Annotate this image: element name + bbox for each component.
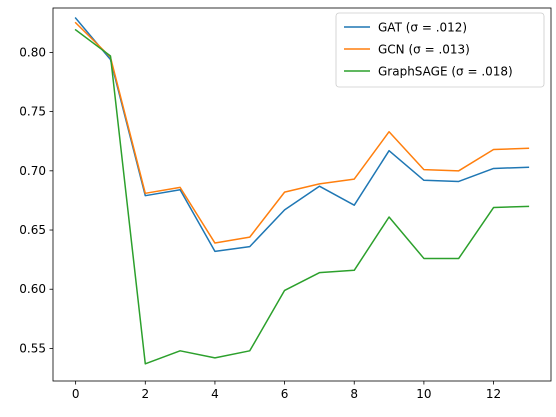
y-tick-label: 0.55 [19, 341, 46, 355]
x-tick-label: 6 [281, 387, 289, 401]
legend: GAT (σ = .012) GCN (σ = .013) GraphSAGE (σ… [335, 12, 545, 88]
y-tick-label: 0.60 [19, 282, 46, 296]
y-tick-label: 0.65 [19, 223, 46, 237]
series-lines [74, 17, 530, 365]
x-tick-label: 0 [72, 387, 80, 401]
axis-ticks: 0 2 4 6 8 10 12 0.55 0.60 0.65 0.70 0.75 0.80 [19, 45, 501, 401]
x-tick-label: 12 [486, 387, 501, 401]
legend-label: GraphSAGE (σ = .018) [378, 65, 513, 79]
series-line-0 [74, 17, 530, 253]
y-tick-label: 0.70 [19, 164, 46, 178]
series-line-1 [74, 21, 530, 244]
x-tick-label: 10 [416, 387, 431, 401]
y-tick-label: 0.80 [19, 45, 46, 59]
x-tick-label: 4 [211, 387, 219, 401]
x-tick-label: 8 [350, 387, 358, 401]
legend-box [335, 12, 545, 88]
y-tick-label: 0.75 [19, 105, 46, 119]
legend-label: GAT (σ = .012) [378, 21, 467, 35]
plot-frame [52, 7, 552, 382]
legend-label: GCN (σ = .013) [378, 43, 470, 57]
series-line-2 [74, 28, 530, 365]
x-tick-label: 2 [141, 387, 149, 401]
